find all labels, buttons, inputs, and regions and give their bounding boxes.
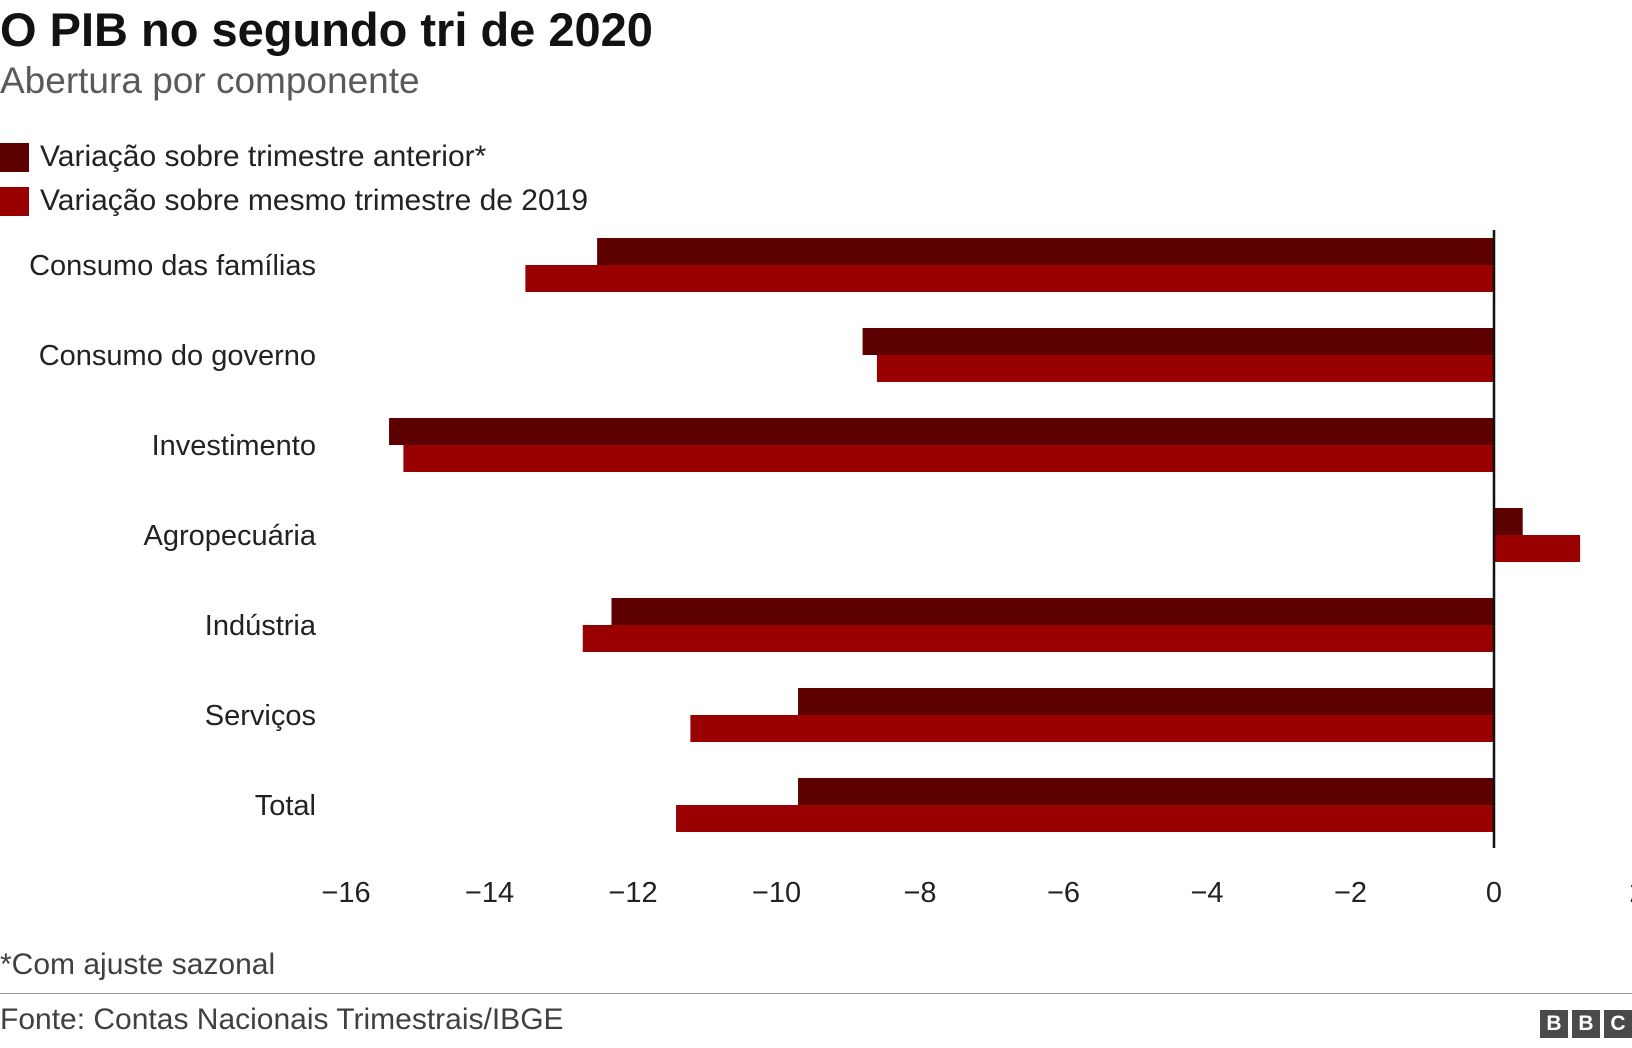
x-tick-label: −12 bbox=[608, 877, 657, 909]
bar-industria-series-1 bbox=[611, 598, 1494, 625]
x-tick-label: −6 bbox=[1047, 877, 1080, 909]
bar-consumo-do-governo-series-2 bbox=[876, 355, 1494, 382]
x-tick-label: −10 bbox=[752, 877, 801, 909]
bar-agropecuaria-series-2 bbox=[1494, 535, 1581, 562]
category-label-industria: Indústria bbox=[205, 610, 317, 642]
chart-title: O PIB no segundo tri de 2020 bbox=[0, 3, 653, 56]
x-tick-label: −14 bbox=[465, 877, 514, 909]
x-tick-label: −16 bbox=[321, 877, 370, 909]
x-tick-label: 0 bbox=[1486, 877, 1502, 909]
category-label-investimento: Investimento bbox=[152, 430, 316, 462]
x-tick-label: −8 bbox=[903, 877, 936, 909]
x-tick-label: −4 bbox=[1190, 877, 1223, 909]
legend-item-quarter-over-quarter: Variação sobre trimestre anterior* bbox=[0, 135, 588, 179]
logo-letter: B bbox=[1572, 1010, 1600, 1038]
bar-industria-series-2 bbox=[582, 625, 1494, 652]
x-tick-label: −2 bbox=[1334, 877, 1367, 909]
legend: Variação sobre trimestre anterior* Varia… bbox=[0, 135, 588, 223]
source-text: Fonte: Contas Nacionais Trimestrais/IBGE bbox=[0, 1003, 564, 1036]
legend-label-quarter-over-quarter: Variação sobre trimestre anterior* bbox=[40, 140, 487, 173]
bar-total-series-2 bbox=[676, 805, 1494, 832]
category-label-total: Total bbox=[255, 790, 316, 822]
bar-servicos-series-1 bbox=[798, 688, 1494, 715]
bar-consumo-das-familias-series-2 bbox=[525, 265, 1494, 292]
x-tick-label: 2 bbox=[1629, 877, 1632, 909]
category-label-servicos: Serviços bbox=[205, 700, 316, 732]
category-label-consumo-do-governo: Consumo do governo bbox=[39, 340, 316, 372]
legend-label-year-over-year: Variação sobre mesmo trimestre de 2019 bbox=[40, 184, 589, 217]
footnote: *Com ajuste sazonal bbox=[0, 948, 276, 981]
bar-total-series-1 bbox=[798, 778, 1494, 805]
legend-item-year-over-year: Variação sobre mesmo trimestre de 2019 bbox=[0, 179, 588, 223]
bar-agropecuaria-series-1 bbox=[1494, 508, 1523, 535]
footer-divider bbox=[0, 993, 1632, 994]
logo-letter: C bbox=[1604, 1010, 1632, 1038]
category-label-agropecuaria: Agropecuária bbox=[144, 520, 317, 552]
category-label-consumo-das-familias: Consumo das famílias bbox=[29, 250, 316, 282]
logo-letter: B bbox=[1540, 1010, 1568, 1038]
bar-consumo-do-governo-series-1 bbox=[862, 328, 1494, 355]
bar-investimento-series-1 bbox=[389, 418, 1494, 445]
chart-subtitle: Abertura por componente bbox=[0, 60, 420, 101]
bar-consumo-das-familias-series-1 bbox=[597, 238, 1494, 265]
legend-swatch-year-over-year bbox=[0, 186, 29, 216]
bar-chart: Consumo das famílias Consumo do governo In… bbox=[29, 230, 1632, 909]
bar-investimento-series-2 bbox=[403, 445, 1494, 472]
bbc-logo: B B C bbox=[1540, 1010, 1632, 1038]
bar-servicos-series-2 bbox=[690, 715, 1494, 742]
legend-swatch-quarter-over-quarter bbox=[0, 142, 29, 172]
